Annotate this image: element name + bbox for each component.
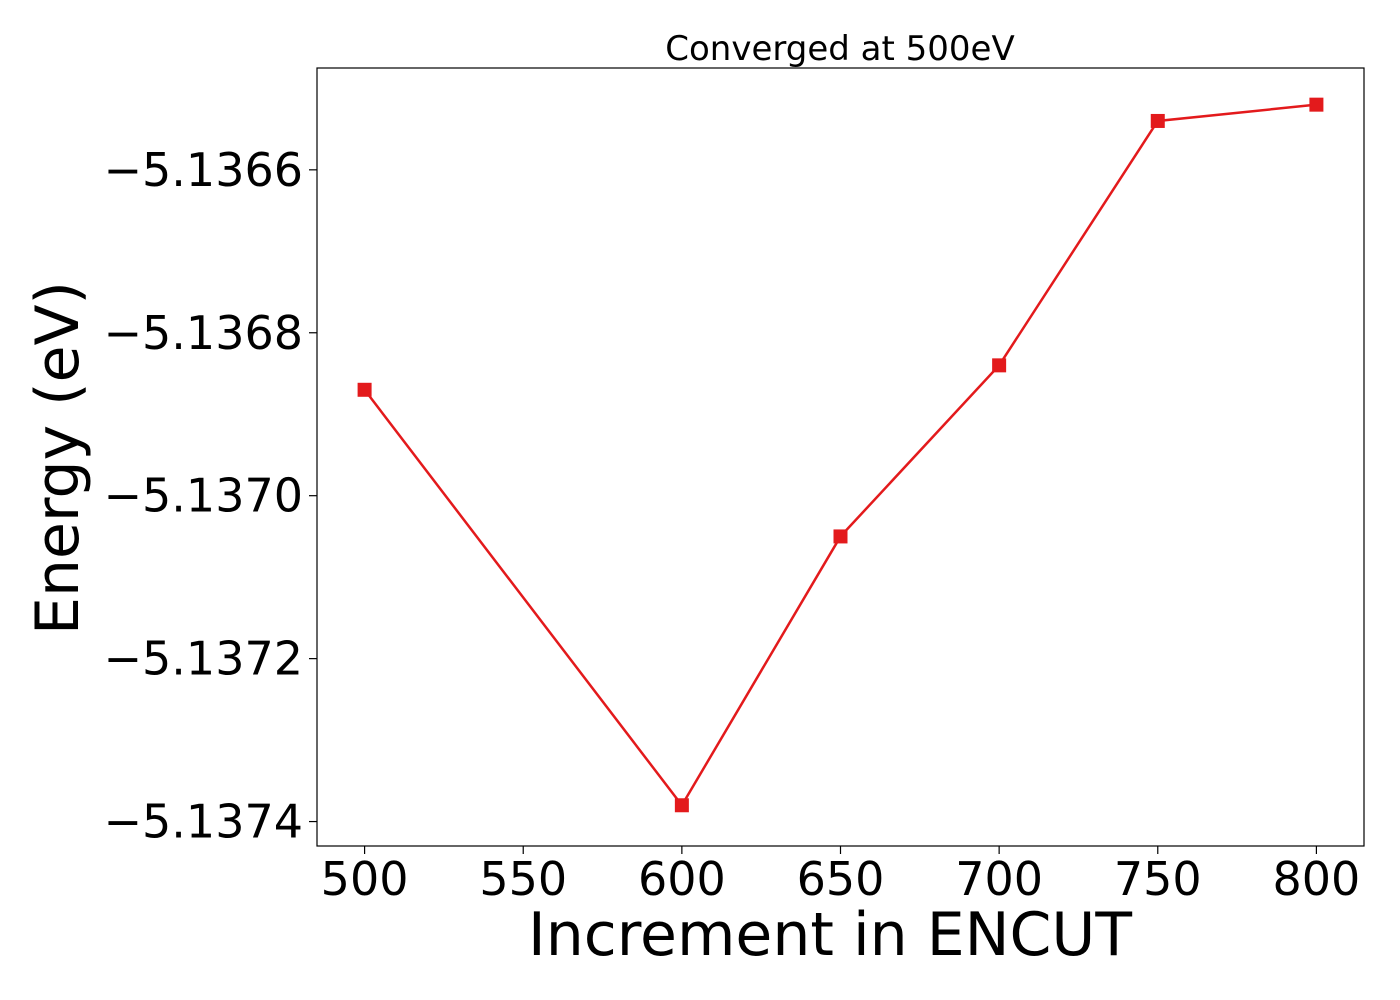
- plot-area-frame: [316, 67, 1365, 847]
- x-tick-label: 550: [479, 852, 567, 906]
- data-point-marker: [1309, 97, 1324, 112]
- series-line: [363, 103, 1317, 808]
- y-tick-label: −5.1374: [104, 795, 304, 849]
- y-tick-label: −5.1370: [104, 469, 304, 523]
- y-tick-label: −5.1368: [104, 306, 304, 360]
- x-tick-label: 600: [638, 852, 726, 906]
- data-point-marker: [357, 382, 372, 397]
- series-layer: [357, 97, 1324, 813]
- x-tick-label: 700: [955, 852, 1043, 906]
- y-axis-label: Energy (eV): [23, 281, 93, 635]
- y-tick-label: −5.1366: [104, 143, 304, 197]
- x-tick-label: 650: [797, 852, 885, 906]
- y-tick-label: −5.1372: [104, 632, 304, 686]
- data-point-marker: [833, 529, 848, 544]
- data-point-marker: [1150, 113, 1165, 128]
- chart-title: Converged at 500eV: [665, 29, 1014, 69]
- x-tick-label: 800: [1273, 852, 1361, 906]
- x-axis-ticks: 500 550 600 650 700 750 800: [321, 846, 1361, 906]
- x-tick-label: 750: [1114, 852, 1202, 906]
- y-axis-ticks: −5.1366 −5.1368 −5.1370 −5.1372 −5.1374: [104, 143, 317, 849]
- data-point-marker: [674, 798, 689, 813]
- data-point-marker: [992, 358, 1007, 373]
- x-axis-label: Increment in ENCUT: [528, 900, 1132, 970]
- x-tick-label: 500: [321, 852, 409, 906]
